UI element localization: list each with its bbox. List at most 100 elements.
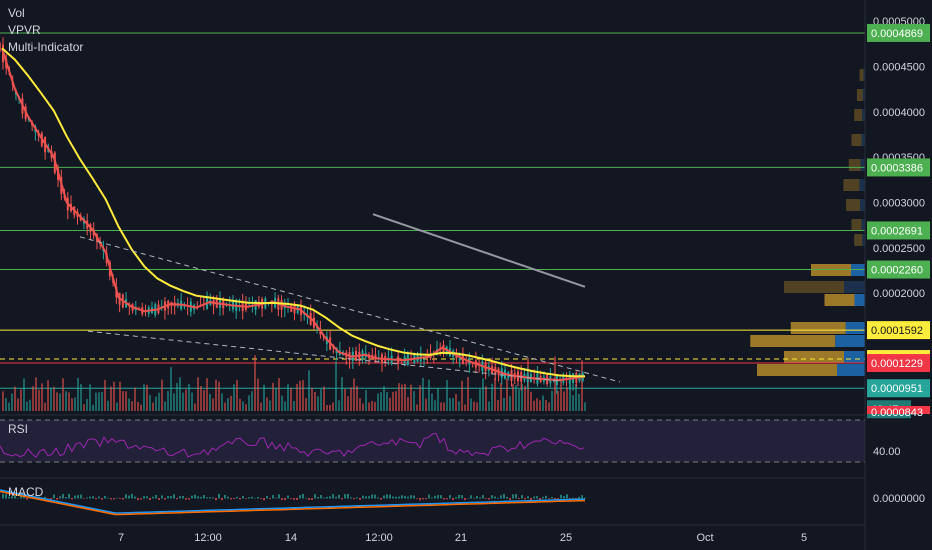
macd-histogram-bar (293, 498, 295, 500)
vpvr-bar-up (784, 281, 844, 293)
macd-histogram-bar (413, 495, 415, 499)
volume-bar (506, 378, 508, 411)
vpvr-bar-down (860, 199, 865, 211)
macd-histogram-bar (86, 497, 88, 499)
macd-histogram-bar (314, 494, 316, 499)
macd-histogram-bar (326, 496, 328, 499)
macd-histogram-bar (275, 497, 277, 499)
macd-histogram-bar (530, 498, 532, 501)
macd-histogram-bar (290, 498, 292, 499)
macd-histogram-bar (299, 495, 301, 499)
drawn-trendline[interactable] (372, 213, 586, 288)
macd-histogram-bar (251, 496, 253, 499)
rsi-band (0, 420, 865, 462)
macd-histogram-bar (581, 495, 583, 499)
volume-bar (110, 386, 112, 411)
macd-histogram-bar (362, 495, 364, 499)
macd-histogram-bar (284, 498, 286, 501)
lower-trendline[interactable] (87, 330, 561, 382)
volume-bar (413, 391, 415, 411)
macd-histogram-bar (122, 498, 124, 500)
vpvr-bar-up (854, 234, 863, 246)
level-badge-text: 0.0002260 (871, 265, 923, 277)
macd-histogram-bar (239, 498, 241, 500)
volume-bar (401, 384, 403, 411)
volume-bar (299, 380, 301, 411)
y-tick-label: 0.0004000 (873, 107, 925, 119)
macd-histogram-bar (386, 494, 388, 499)
macd-histogram-bar (260, 498, 262, 499)
macd-histogram-bar (287, 495, 289, 499)
macd-histogram-bar (476, 495, 478, 499)
volume-bar (38, 389, 40, 411)
macd-histogram-bar (254, 497, 256, 499)
vpvr-bar-down (861, 134, 865, 146)
volume-bar (368, 402, 370, 411)
level-badge-text: 0.0000951 (871, 383, 923, 395)
macd-histogram-bar (83, 498, 85, 499)
volume-bar (107, 400, 109, 411)
volume-bar (218, 381, 220, 411)
macd-histogram-bar (380, 498, 382, 500)
macd-histogram-bar (272, 495, 274, 499)
rsi-pane (0, 414, 865, 463)
macd-histogram-bar (458, 494, 460, 499)
macd-histogram-bar (104, 495, 106, 499)
legend-multi-indicator[interactable]: Multi-Indicator (8, 40, 84, 54)
macd-line (0, 489, 586, 514)
upper-trendline[interactable] (79, 236, 621, 383)
volume-bar (242, 401, 244, 411)
volume-bar (518, 389, 520, 411)
macd-histogram-bar (566, 494, 568, 499)
volume-bar (8, 402, 10, 411)
macd-histogram-bar (371, 494, 373, 499)
legend-rsi[interactable]: RSI (8, 422, 29, 436)
macd-histogram-bar (152, 496, 154, 499)
volume-bar (425, 398, 427, 411)
legend-vol[interactable]: Vol (8, 6, 25, 20)
volume-bar (524, 385, 526, 411)
legend-vpvr[interactable]: VPVR (8, 23, 41, 37)
volume-bar (362, 403, 364, 411)
vpvr-bar-down (835, 335, 865, 347)
macd-histogram-bar (515, 494, 517, 499)
macd-histogram-bar (113, 498, 115, 500)
macd-histogram-bar (548, 498, 550, 499)
macd-histogram-bar (347, 493, 349, 499)
macd-histogram-bar (353, 498, 355, 500)
macd-histogram-bar (509, 498, 511, 500)
macd-histogram-bar (101, 498, 103, 500)
price-axis: 0.00050000.00045000.00040000.00035000.00… (864, 0, 932, 550)
macd-histogram-bar (524, 498, 526, 500)
vpvr-bar-down (859, 179, 865, 191)
macd-histogram-bar (572, 497, 574, 499)
volume-bar (197, 377, 199, 411)
volume-bar (26, 401, 28, 411)
volume-bar (20, 389, 22, 411)
legend-macd[interactable]: MACD (8, 485, 44, 499)
macd-histogram-bar (218, 493, 220, 499)
macd-histogram-bar (248, 497, 250, 499)
macd-histogram-bar (98, 496, 100, 499)
volume-bar (125, 391, 127, 411)
macd-histogram-bar (269, 498, 271, 499)
volume-bar (554, 356, 556, 411)
volume-bar (266, 397, 268, 411)
volume-bar (323, 386, 325, 411)
volume-bar (65, 391, 67, 411)
volume-profile (750, 69, 865, 376)
macd-histogram-bar (443, 498, 445, 500)
macd-histogram-bar (281, 498, 283, 500)
macd-histogram-bar (209, 497, 211, 499)
volume-bars (2, 355, 586, 411)
macd-histogram-bar (5, 494, 7, 499)
macd-histogram-bar (332, 494, 334, 499)
volume-bar (467, 377, 469, 411)
volume-bar (23, 378, 25, 411)
volume-bar (2, 391, 4, 411)
vpvr-bar-up (757, 364, 837, 376)
volume-bar (563, 391, 565, 411)
volume-bar (332, 402, 334, 411)
macd-histogram-bar (452, 498, 454, 501)
